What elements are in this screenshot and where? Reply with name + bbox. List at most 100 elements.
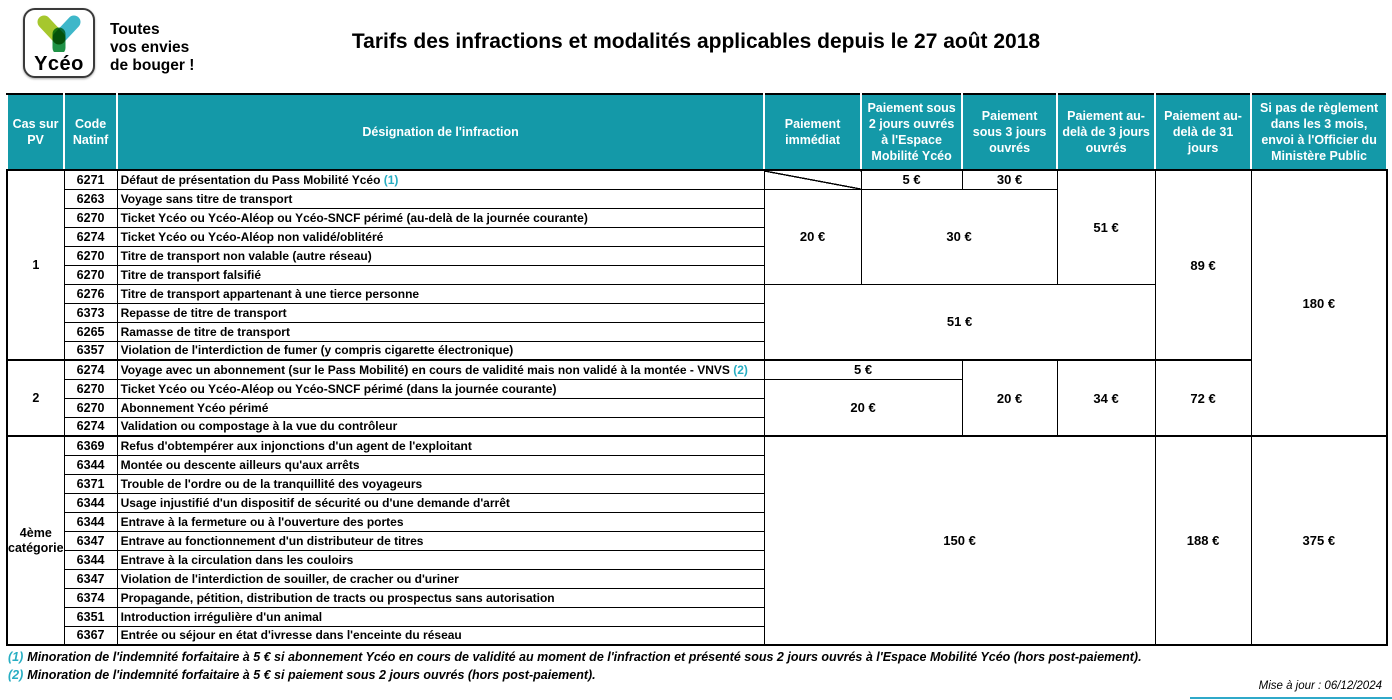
designation-cell: Repasse de titre de transport <box>116 302 765 323</box>
price-cell-not-applicable <box>763 169 862 190</box>
table-row: 6344 Usage injustifié d'un dispositif de … <box>7 492 1387 513</box>
last-updated-text: Mise à jour : 06/12/2024 <box>1258 680 1382 692</box>
natinf-code-cell: 6270 <box>63 378 118 399</box>
designation-text: Abonnement Ycéo périmé <box>120 400 269 415</box>
price-cell: 180 € <box>1250 169 1388 437</box>
natinf-code-cell: 6369 <box>63 435 118 456</box>
price-cell: 51 € <box>763 283 1156 361</box>
price-cell: 20 € <box>763 378 963 437</box>
footnote-reference: (1) <box>383 172 399 187</box>
footnote-1: (1) Minoration de l'indemnité forfaitaire… <box>8 648 1142 666</box>
natinf-code-cell: 6270 <box>63 207 118 228</box>
footnote-2-text: Minoration de l'indemnité forfaitaire à … <box>27 668 596 682</box>
price-cell: 30 € <box>961 169 1058 190</box>
designation-cell: Ramasse de titre de transport <box>116 321 765 342</box>
designation-cell: Titre de transport appartenant à une tie… <box>116 283 765 304</box>
footnote-reference: (2) <box>733 362 748 377</box>
group-label-cell: 2 <box>6 359 65 437</box>
designation-text: Repasse de titre de transport <box>120 305 287 320</box>
natinf-code-cell: 6270 <box>63 397 118 418</box>
natinf-code-cell: 6276 <box>63 283 118 304</box>
designation-text: Ticket Ycéo ou Ycéo-Aléop ou Ycéo-SNCF p… <box>120 381 557 396</box>
column-header-designation: Désignation de l'infraction <box>116 93 766 171</box>
designation-text: Entrée ou séjour en état d'ivresse dans … <box>120 628 462 643</box>
designation-text: Refus d'obtempérer aux injonctions d'un … <box>120 438 472 453</box>
table-row: 1 6271 Défaut de présentation du Pass Mobi… <box>6 169 1388 437</box>
designation-cell: Entrée ou séjour en état d'ivresse dans … <box>116 625 765 646</box>
table-row: 2 6274 Voyage avec un abonnement (sur le P… <box>6 359 1387 437</box>
natinf-code-cell: 6371 <box>63 473 118 494</box>
price-cell: 375 € <box>1250 435 1388 646</box>
footnote-1-text: Minoration de l'indemnité forfaitaire à … <box>27 650 1142 664</box>
designation-cell: Ticket Ycéo ou Ycéo-Aléop non validé/obl… <box>116 226 765 247</box>
natinf-code-cell: 6374 <box>63 587 118 608</box>
designation-cell: Titre de transport falsifié <box>116 264 765 285</box>
logo-brand-text: Ycéo <box>34 53 84 75</box>
tagline-line: Toutes <box>110 21 160 38</box>
table-row: 6270 Titre de transport falsifié <box>7 264 1387 285</box>
designation-cell: Propagande, pétition, distribution de tr… <box>116 587 765 608</box>
header-row: Cas sur PV Code Natinf Désignation de l'… <box>5 93 1389 171</box>
logo-tagline: Toutes vos envies de bouger ! <box>110 21 194 75</box>
natinf-code-cell: 6373 <box>63 302 118 323</box>
table-row: 6270 Ticket Ycéo ou Ycéo-Aléop ou Ycéo-SN… <box>7 207 1387 228</box>
natinf-code-cell: 6344 <box>63 492 118 513</box>
designation-cell: Titre de transport non valable (autre ré… <box>116 245 765 266</box>
price-cell: 20 € <box>763 188 862 285</box>
footnote-2-marker: (2) <box>8 668 24 682</box>
natinf-code-cell: 6344 <box>63 549 118 570</box>
natinf-code-cell: 6344 <box>63 454 118 475</box>
designation-text: Ramasse de titre de transport <box>120 324 290 339</box>
designation-text: Ticket Ycéo ou Ycéo-Aléop ou Ycéo-SNCF p… <box>120 210 588 225</box>
designation-cell: Entrave à la fermeture ou à l'ouverture … <box>116 511 765 532</box>
yceo-y-icon <box>37 15 81 52</box>
group-label-cell: 4ème catégorie <box>6 435 65 646</box>
designation-text: Introduction irrégulière d'un animal <box>120 609 323 624</box>
column-header-paiement-3-jours: Paiement sous 3 jours ouvrés <box>961 93 1059 171</box>
price-cell: 150 € <box>763 435 1156 646</box>
designation-text: Propagande, pétition, distribution de tr… <box>120 590 555 605</box>
table-row: 6274 Ticket Ycéo ou Ycéo-Aléop non validé… <box>7 226 1387 247</box>
designation-text: Violation de l'interdiction de fumer (y … <box>120 343 514 358</box>
table-row: 6371 Trouble de l'ordre ou de la tranquil… <box>7 473 1387 494</box>
column-header-cas-sur-pv: Cas sur PV <box>5 93 66 171</box>
column-header-code-natinf: Code Natinf <box>63 93 119 171</box>
natinf-code-cell: 6347 <box>63 530 118 551</box>
natinf-code-cell: 6270 <box>63 264 118 285</box>
footnote-1-marker: (1) <box>8 650 24 664</box>
designation-cell: Entrave au fonctionnement d'un distribut… <box>116 530 765 551</box>
natinf-code-cell: 6351 <box>63 606 118 627</box>
designation-text: Entrave à la fermeture ou à l'ouverture … <box>120 514 404 529</box>
table-row: 6270 Titre de transport non valable (autr… <box>7 245 1387 266</box>
designation-text: Trouble de l'ordre ou de la tranquillité… <box>120 476 423 491</box>
designation-cell: Introduction irrégulière d'un animal <box>116 606 765 627</box>
table-header: Cas sur PV Code Natinf Désignation de l'… <box>5 93 1389 171</box>
column-header-paiement-immediat: Paiement immédiat <box>763 93 863 171</box>
designation-text: Titre de transport non valable (autre ré… <box>120 248 372 263</box>
table-row: 4ème catégorie 6369 Refus d'obtempérer aux… <box>6 435 1388 646</box>
table-row: 6274 Validation ou compostage à la vue du… <box>7 416 1387 437</box>
price-cell: 34 € <box>1056 359 1156 437</box>
designation-cell: Violation de l'interdiction de souiller,… <box>116 568 765 589</box>
natinf-code-cell: 6274 <box>63 226 118 247</box>
footnotes: (1) Minoration de l'indemnité forfaitaire… <box>8 648 1142 684</box>
column-header-paiement-2-jours: Paiement sous 2 jours ouvrés à l'Espace … <box>860 93 964 171</box>
price-cell: 72 € <box>1154 359 1252 437</box>
column-header-paiement-au-dela-3-jours: Paiement au-delà de 3 jours ouvrés <box>1056 93 1157 171</box>
designation-text: Usage injustifié d'un dispositif de sécu… <box>120 495 510 510</box>
designation-cell: Voyage avec un abonnement (sur le Pass M… <box>116 359 765 380</box>
designation-text: Titre de transport appartenant à une tie… <box>120 286 420 301</box>
table-row: 6344 Montée ou descente ailleurs qu'aux a… <box>7 454 1387 475</box>
table-row: 6270 Abonnement Ycéo périmé <box>7 397 1387 418</box>
table-row: 6357 Violation de l'interdiction de fumer… <box>7 340 1387 361</box>
natinf-code-cell: 6347 <box>63 568 118 589</box>
designation-text: Entrave au fonctionnement d'un distribut… <box>120 533 424 548</box>
table-row: 6347 Entrave au fonctionnement d'un distr… <box>7 530 1387 551</box>
yceo-logo: Ycéo <box>23 8 95 78</box>
designation-cell: Ticket Ycéo ou Ycéo-Aléop ou Ycéo-SNCF p… <box>116 207 765 228</box>
table-row: 6367 Entrée ou séjour en état d'ivresse d… <box>7 625 1387 646</box>
price-cell: 5 € <box>860 169 963 190</box>
designation-text: Ticket Ycéo ou Ycéo-Aléop non validé/obl… <box>120 229 384 244</box>
group-label-cell: 1 <box>6 169 65 361</box>
designation-text: Validation ou compostage à la vue du con… <box>120 419 398 434</box>
